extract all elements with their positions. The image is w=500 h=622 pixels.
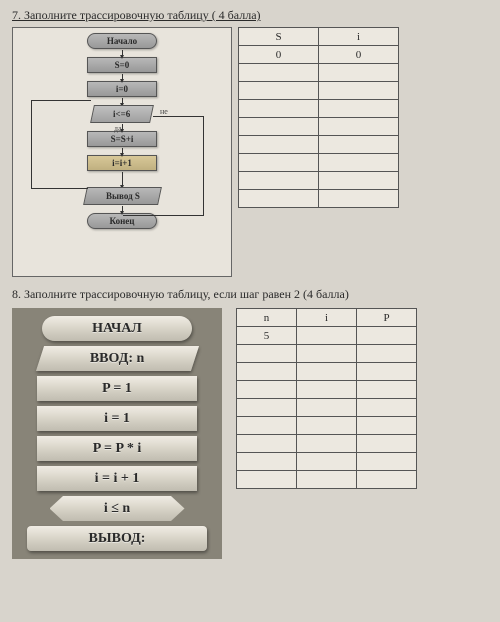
table-row <box>239 64 399 82</box>
table-header-row: S i <box>239 28 399 46</box>
arrow-icon <box>122 124 123 130</box>
output2-rect: ВЫВОД: <box>27 526 207 551</box>
arrow-icon <box>122 50 123 56</box>
col-p: P <box>357 309 417 327</box>
flowchart-2: НАЧАЛ ВВОД: n P = 1 i = 1 P = P * i i = … <box>12 308 222 559</box>
table-row: 5 <box>237 327 417 345</box>
arrow-icon <box>122 148 123 154</box>
table-row <box>237 417 417 435</box>
col-s: S <box>239 28 319 46</box>
start2-oval: НАЧАЛ <box>42 316 192 341</box>
col-n: n <box>237 309 297 327</box>
start-oval: Начало <box>87 33 157 49</box>
task7-title: 7. Заполните трассировочную таблицу ( 4 … <box>12 8 488 23</box>
table-row <box>237 399 417 417</box>
flowchart-1: Начало S=0 i=0 i<=6 не да S=S+i i=i+1 Вы… <box>12 27 232 277</box>
condition-diamond: i<=6 <box>90 105 154 123</box>
s-init-rect: S=0 <box>87 57 157 73</box>
trace-table-2: n i P 5 <box>236 308 417 489</box>
no-line <box>203 116 204 216</box>
col-i: i <box>319 28 399 46</box>
loop-line <box>31 100 32 188</box>
table-row <box>237 471 417 489</box>
task7-row: Начало S=0 i=0 i<=6 не да S=S+i i=i+1 Вы… <box>12 27 488 277</box>
i-init-rect: i=0 <box>87 81 157 97</box>
table-row <box>239 82 399 100</box>
p-init-rect: P = 1 <box>37 376 197 401</box>
arrow-icon <box>122 172 123 186</box>
task8-title: 8. Заполните трассировочную таблицу, есл… <box>12 287 488 302</box>
no-line <box>153 116 203 117</box>
table-row <box>237 453 417 471</box>
table-row: 00 <box>239 46 399 64</box>
task-7: 7. Заполните трассировочную таблицу ( 4 … <box>12 8 488 277</box>
table-row <box>237 435 417 453</box>
table-row <box>239 172 399 190</box>
trace-table-1: S i 00 <box>238 27 399 208</box>
task8-row: НАЧАЛ ВВОД: n P = 1 i = 1 P = P * i i = … <box>12 308 488 559</box>
table-row <box>237 363 417 381</box>
body2-2-rect: i = i + 1 <box>37 466 197 491</box>
body2-rect: i=i+1 <box>87 155 157 171</box>
task-8: 8. Заполните трассировочную таблицу, есл… <box>12 287 488 559</box>
no-line <box>123 215 203 216</box>
loop-line <box>31 100 91 101</box>
body1-rect: S=S+i <box>87 131 157 147</box>
table-row <box>239 190 399 208</box>
cond2-diamond: i ≤ n <box>50 496 185 521</box>
table-header-row: n i P <box>237 309 417 327</box>
table-row <box>239 136 399 154</box>
table-row <box>237 381 417 399</box>
no-label: не <box>160 107 168 116</box>
table-row <box>239 100 399 118</box>
arrow-icon <box>122 74 123 80</box>
table-row <box>237 345 417 363</box>
col-i2: i <box>297 309 357 327</box>
output-para: Вывод S <box>83 187 162 205</box>
table-row <box>239 118 399 136</box>
i-init2-rect: i = 1 <box>37 406 197 431</box>
body1-2-rect: P = P * i <box>37 436 197 461</box>
loop-line <box>31 188 88 189</box>
table-row <box>239 154 399 172</box>
input2-para: ВВОД: n <box>35 346 198 371</box>
arrow-icon <box>122 206 123 212</box>
